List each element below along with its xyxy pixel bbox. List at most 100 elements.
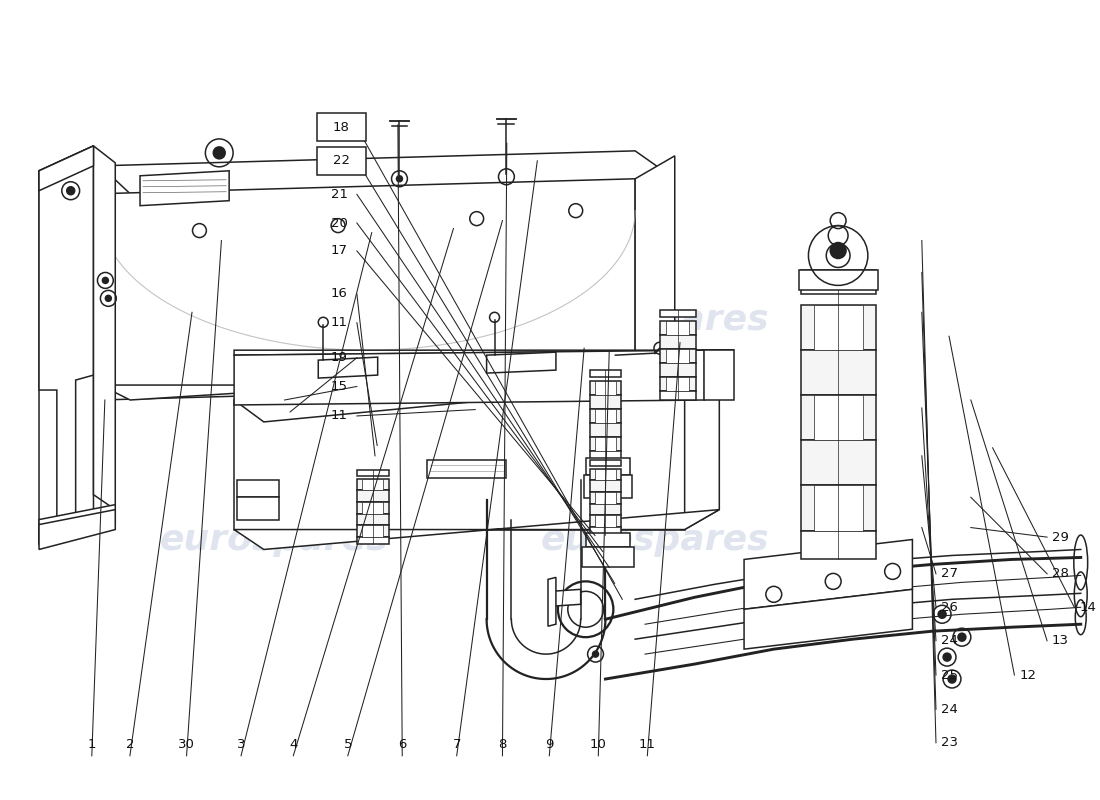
Polygon shape [356,526,388,537]
Polygon shape [140,170,229,206]
Polygon shape [799,270,878,290]
Polygon shape [548,578,556,626]
Polygon shape [801,350,876,395]
Polygon shape [585,533,630,547]
Text: 21: 21 [331,188,348,201]
Text: 28: 28 [1052,567,1069,580]
Text: 24: 24 [940,703,958,716]
Polygon shape [100,365,674,400]
Polygon shape [590,469,621,481]
Polygon shape [100,151,674,194]
Text: 1: 1 [88,738,96,750]
Text: 6: 6 [398,738,406,750]
Polygon shape [39,146,94,545]
Circle shape [106,295,111,302]
Polygon shape [590,381,621,395]
Circle shape [102,278,108,283]
Circle shape [396,176,403,182]
Text: 10: 10 [590,738,607,750]
Circle shape [948,675,956,683]
Polygon shape [590,423,621,437]
Text: 5: 5 [343,738,352,750]
Circle shape [67,186,75,194]
Polygon shape [238,497,278,519]
Text: 30: 30 [178,738,195,750]
Polygon shape [801,530,876,559]
Polygon shape [635,156,674,385]
Circle shape [213,147,226,159]
Polygon shape [801,395,876,440]
Polygon shape [590,492,621,504]
Polygon shape [660,310,695,318]
Polygon shape [595,381,616,395]
Circle shape [938,610,946,618]
Polygon shape [584,474,632,498]
Polygon shape [595,437,616,451]
Polygon shape [801,440,876,486]
Polygon shape [595,515,616,527]
Polygon shape [595,469,616,481]
Text: 4: 4 [289,738,297,750]
Polygon shape [356,537,388,545]
Polygon shape [801,305,876,350]
Polygon shape [356,470,388,476]
Polygon shape [660,349,695,363]
Text: 26: 26 [940,601,958,614]
Text: eurospares: eurospares [160,303,388,338]
Text: 14: 14 [1079,601,1096,614]
Text: eurospares: eurospares [160,522,388,557]
Text: 16: 16 [331,287,348,301]
Text: 22: 22 [332,154,350,167]
Polygon shape [100,178,635,400]
Polygon shape [590,504,621,515]
Circle shape [943,653,951,661]
Text: 27: 27 [940,567,958,580]
Polygon shape [356,514,388,526]
Polygon shape [595,492,616,504]
Polygon shape [362,526,383,537]
Polygon shape [660,391,695,400]
Polygon shape [590,437,621,451]
Polygon shape [362,478,383,490]
Circle shape [830,242,846,258]
Polygon shape [744,539,912,610]
Polygon shape [356,502,388,514]
Polygon shape [667,377,690,391]
Text: 11: 11 [331,316,348,329]
Polygon shape [582,547,634,567]
Polygon shape [94,146,115,510]
Polygon shape [590,481,621,492]
Polygon shape [39,146,94,519]
Circle shape [958,633,966,641]
Polygon shape [590,527,621,534]
Polygon shape [356,490,388,502]
Polygon shape [684,378,719,530]
Text: 11: 11 [331,410,348,422]
Polygon shape [551,590,581,606]
Polygon shape [585,458,630,474]
Text: 23: 23 [940,736,958,750]
Text: 12: 12 [1020,669,1036,682]
Polygon shape [590,515,621,527]
Polygon shape [234,510,719,550]
Text: 2: 2 [125,738,134,750]
Text: 8: 8 [498,738,507,750]
Polygon shape [362,502,383,514]
Text: 29: 29 [1052,530,1069,544]
Polygon shape [801,486,876,530]
Polygon shape [660,321,695,335]
Text: 20: 20 [331,217,348,230]
Polygon shape [667,321,690,335]
Polygon shape [234,350,704,405]
Text: 18: 18 [332,121,350,134]
Polygon shape [801,270,876,294]
Polygon shape [590,451,621,460]
Polygon shape [744,590,912,649]
Text: eurospares: eurospares [540,522,769,557]
Text: eurospares: eurospares [540,303,769,338]
Text: 7: 7 [452,738,461,750]
Polygon shape [590,460,621,466]
Polygon shape [814,486,862,530]
Polygon shape [234,378,719,422]
Polygon shape [660,335,695,349]
